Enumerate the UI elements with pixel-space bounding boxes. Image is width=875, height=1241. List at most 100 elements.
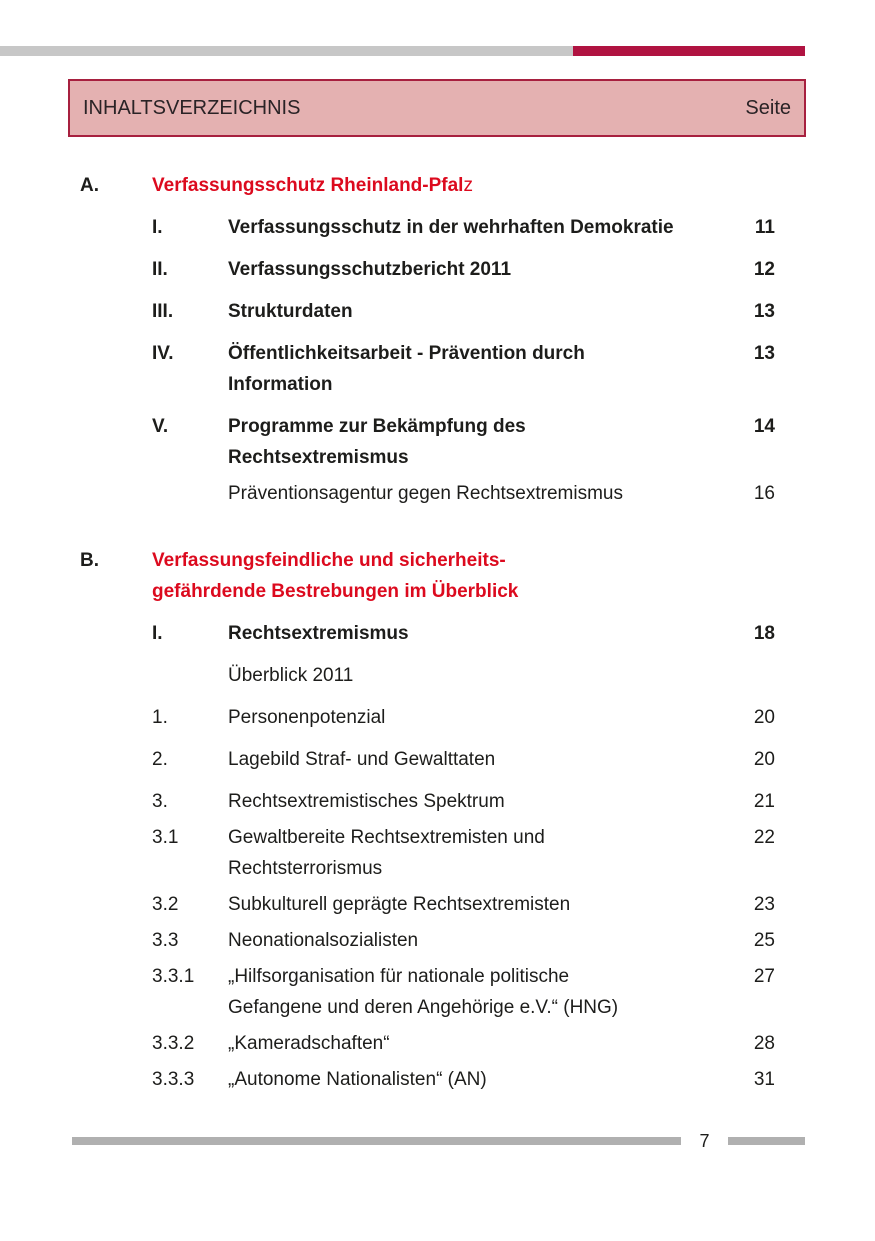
item-number: V. (152, 416, 169, 437)
toc-item-3-3-3: 3.3.3 „Autonome Nationalisten“ (AN) 31 (80, 1064, 775, 1095)
item-page-number: 13 (753, 301, 775, 322)
item-page-number: 20 (753, 749, 775, 770)
toc-item: Überblick 2011 (80, 660, 775, 691)
top-rule-red (573, 46, 805, 56)
toc-item-V: V. Programme zur Bekämpfung des Rechtsextr… (80, 411, 775, 473)
toc-item-1: 1. Personenpotenzial 20 (80, 702, 775, 733)
toc: A. Verfassungsschutz Rheinland-Pfalz I. Ver… (80, 170, 775, 1106)
item-title: Rechtsextremistisches Spektrum (228, 786, 723, 817)
section-label: A. (80, 175, 99, 196)
item-title-line: Programme zur Bekämpfung des (228, 416, 526, 437)
toc-item: Präventionsagentur gegen Rechtsextremism… (80, 478, 775, 509)
item-title-line: Rechtsextremistisches Spektrum (228, 791, 505, 812)
section-title-suffix: z (463, 175, 473, 196)
toc-item-3-3-1: 3.3.1 „Hilfsorganisation für nationale po… (80, 961, 775, 1023)
item-title-line: Öffentlichkeitsarbeit - Prävention durch (228, 343, 585, 364)
item-number: 3.3.2 (152, 1033, 195, 1054)
item-title-line: Gefangene und deren Angehörige e.V.“ (HN… (228, 997, 619, 1018)
page-column-label: Seite (745, 96, 791, 119)
item-page-number: 20 (753, 707, 775, 728)
item-number: II. (152, 259, 168, 280)
toc-item-3-2: 3.2 Subkulturell geprägte Rechtsextremist… (80, 889, 775, 920)
item-title-line: Lagebild Straf- und Gewalttaten (228, 749, 496, 770)
item-number: IV. (152, 343, 174, 364)
item-title-line: Subkulturell geprägte Rechtsextremisten (228, 894, 571, 915)
toc-title: INHALTSVERZEICHNIS (83, 96, 301, 119)
item-title-line: „Kameradschaften“ (228, 1033, 390, 1054)
toc-item-II: II. Verfassungsschutzbericht 2011 12 (80, 254, 775, 285)
item-page-number: 31 (753, 1069, 775, 1090)
item-title-line: Verfassungsschutzbericht 2011 (228, 259, 512, 280)
item-title-line: Information (228, 374, 333, 395)
item-title: Rechtsextremismus (228, 618, 723, 649)
item-title: „Hilfsorganisation für nationale politis… (228, 961, 723, 1023)
item-number: 2. (152, 749, 168, 770)
item-page-number: 16 (753, 483, 775, 504)
item-title-line: Überblick 2011 (228, 665, 354, 686)
item-number (152, 660, 228, 691)
toc-item-III: III. Strukturdaten 13 (80, 296, 775, 327)
item-number: 3.3.3 (152, 1069, 195, 1090)
item-number: I. (152, 623, 163, 644)
toc-item-3-3-2: 3.3.2 „Kameradschaften“ 28 (80, 1028, 775, 1059)
item-title: Öffentlichkeitsarbeit - Prävention durch… (228, 338, 723, 400)
item-title: Neonationalsozialisten (228, 925, 723, 956)
item-page-number: 12 (753, 259, 775, 280)
item-page-number: 13 (753, 343, 775, 364)
item-number: III. (152, 301, 174, 322)
item-title: Programme zur Bekämpfung des Rechtsextrem… (228, 411, 723, 473)
page-footer: 7 (72, 1131, 805, 1151)
item-page-number: 25 (753, 930, 775, 951)
item-title-line: Rechtsextremismus (228, 447, 409, 468)
toc-item-3-3: 3.3 Neonationalsozialisten 25 (80, 925, 775, 956)
toc-section-b: B. Verfassungsfeindliche und sicherheits-… (80, 545, 775, 1095)
item-page-number: 23 (753, 894, 775, 915)
footer-rule-right (728, 1137, 805, 1145)
item-number: I. (152, 217, 163, 238)
section-label: B. (80, 550, 99, 571)
toc-section-heading-b: B. Verfassungsfeindliche und sicherheits-… (80, 545, 775, 607)
item-title: „Autonome Nationalisten“ (AN) (228, 1064, 723, 1095)
item-title: Strukturdaten (228, 296, 723, 327)
item-page-number: 11 (754, 217, 775, 238)
toc-section-heading-a: A. Verfassungsschutz Rheinland-Pfalz (80, 170, 775, 201)
item-title: Gewaltbereite Rechtsextremisten und Recht… (228, 822, 723, 884)
item-title: Lagebild Straf- und Gewalttaten (228, 744, 723, 775)
toc-item-IV: IV. Öffentlichkeitsarbeit - Prävention du… (80, 338, 775, 400)
item-title-line: Präventionsagentur gegen Rechtsextremism… (228, 483, 623, 504)
section-title: Verfassungsfeindliche und sicherheits-ge… (152, 545, 775, 607)
item-page-number: 14 (753, 416, 775, 437)
item-number: 3. (152, 791, 168, 812)
item-title: Verfassungsschutzbericht 2011 (228, 254, 723, 285)
item-number: 3.2 (152, 894, 179, 915)
section-title: Verfassungsschutz Rheinland-Pfalz (152, 170, 775, 201)
page-number: 7 (699, 1131, 710, 1151)
item-page-number (723, 660, 775, 691)
item-title-line: Verfassungsschutz in der wehrhaften Demo… (228, 217, 674, 238)
item-title-line: Gewaltbereite Rechtsextremisten und (228, 827, 545, 848)
item-title-line: Neonationalsozialisten (228, 930, 419, 951)
item-title: Subkulturell geprägte Rechtsextremisten (228, 889, 723, 920)
top-rule-gray (0, 46, 573, 56)
item-page-number: 22 (753, 827, 775, 848)
item-page-number: 18 (753, 623, 775, 644)
item-title-line: „Hilfsorganisation für nationale politis… (228, 966, 570, 987)
item-title: Personenpotenzial (228, 702, 723, 733)
item-number: 1. (152, 707, 168, 728)
item-number (152, 478, 228, 509)
item-page-number: 27 (753, 966, 775, 987)
item-title-line: Personenpotenzial (228, 707, 386, 728)
item-title: Präventionsagentur gegen Rechtsextremism… (228, 478, 723, 509)
toc-item-I: I. Verfassungsschutz in der wehrhaften De… (80, 212, 775, 243)
section-title-line: gefährdende Bestrebungen im Überblick (152, 581, 519, 602)
item-number: 3.3.1 (152, 966, 195, 987)
toc-item-2: 2. Lagebild Straf- und Gewalttaten 20 (80, 744, 775, 775)
item-title: Verfassungsschutz in der wehrhaften Demo… (228, 212, 723, 243)
item-number: 3.1 (152, 827, 179, 848)
toc-item-I: I. Rechtsextremismus 18 (80, 618, 775, 649)
item-page-number: 21 (753, 791, 775, 812)
toc-item-3-1: 3.1 Gewaltbereite Rechtsextremisten und Re… (80, 822, 775, 884)
item-title: Überblick 2011 (228, 660, 723, 691)
item-title: „Kameradschaften“ (228, 1028, 723, 1059)
